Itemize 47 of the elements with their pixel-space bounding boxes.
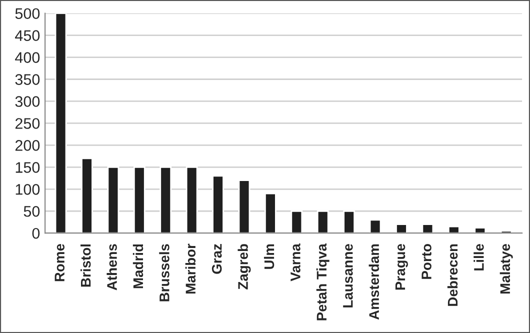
x-tick-label: Ulm xyxy=(264,244,274,269)
x-tick-label: Petah Tiqva xyxy=(316,243,330,320)
x-tick-label: Zagreb xyxy=(238,244,251,290)
bar xyxy=(160,166,172,234)
x-tick-label: Varna xyxy=(290,243,300,282)
y-tick-label: 500 xyxy=(15,8,40,20)
x-tick-label: Amsterdam xyxy=(368,244,380,320)
y-tick-label: 0 xyxy=(32,228,40,239)
y-tick-label: 100 xyxy=(16,184,40,195)
y-tick-label: 150 xyxy=(16,162,40,173)
bar xyxy=(290,210,303,234)
bar xyxy=(212,175,224,234)
x-tick-label: Porto xyxy=(422,244,432,279)
x-tick-label: Brussels xyxy=(159,244,170,302)
x-tick-label: Prague xyxy=(395,244,408,290)
x-tick-label: Maribor xyxy=(185,244,196,294)
bar xyxy=(369,219,382,234)
bar xyxy=(422,224,434,234)
x-tick-label: Graz xyxy=(212,244,222,274)
y-tick-label: 400 xyxy=(15,52,40,63)
bar xyxy=(474,227,486,234)
bar xyxy=(448,226,460,234)
y-tick-label: 250 xyxy=(15,118,40,129)
y-tick-label: 300 xyxy=(15,96,40,107)
bar xyxy=(264,192,276,234)
bar xyxy=(343,210,356,234)
x-tick-label: Lausanne xyxy=(343,244,353,308)
bar xyxy=(186,166,198,234)
x-tick-label: Rome xyxy=(54,244,65,282)
bar xyxy=(133,166,146,234)
bar xyxy=(81,158,93,234)
bar xyxy=(107,166,120,234)
x-tick-label: Athens xyxy=(106,244,117,290)
x-tick-label: Bristol xyxy=(80,244,91,287)
bar xyxy=(500,230,512,234)
bar xyxy=(396,224,408,234)
bar xyxy=(54,13,67,234)
y-tick-label: 50 xyxy=(24,206,40,217)
y-tick-label: 200 xyxy=(15,140,40,151)
x-tick-label: Lille xyxy=(474,244,484,270)
y-tick-label: 450 xyxy=(15,30,40,41)
x-tick-label: Debrecen xyxy=(447,244,458,306)
x-tick-label: Malatye xyxy=(500,244,513,294)
bar xyxy=(316,210,329,234)
bar xyxy=(238,180,250,234)
x-tick-label: Madrid xyxy=(132,244,144,288)
y-tick-label: 350 xyxy=(15,74,40,85)
